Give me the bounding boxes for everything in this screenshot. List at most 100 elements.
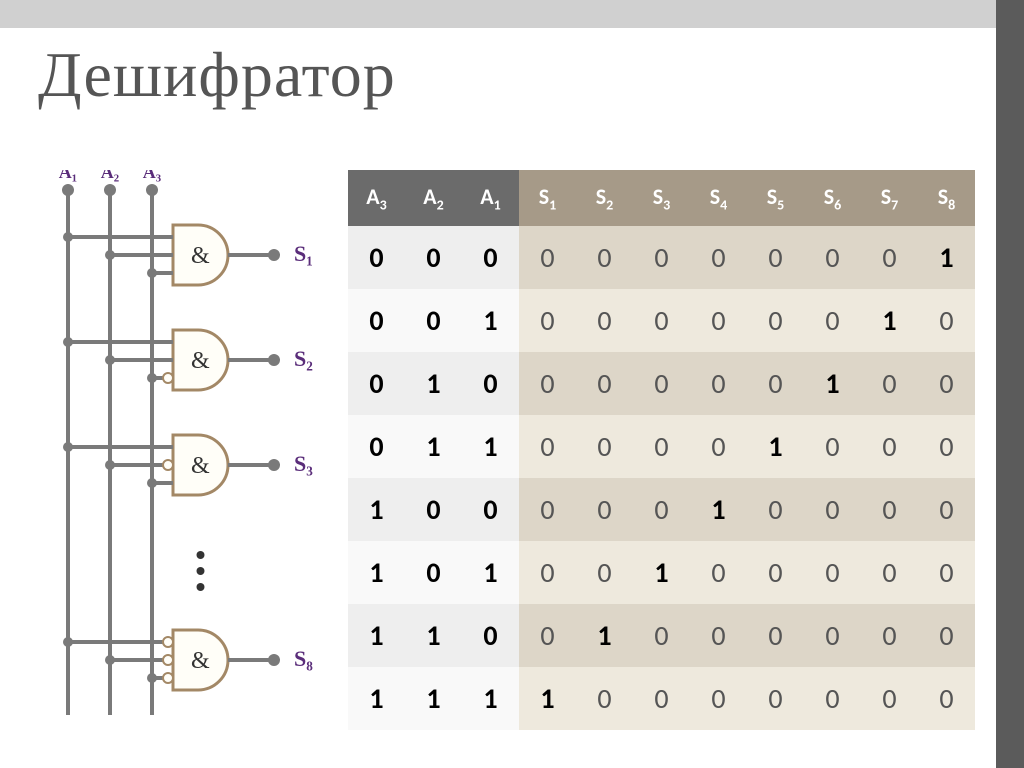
- cell-input: 1: [462, 667, 519, 730]
- cell-output: 0: [633, 226, 690, 289]
- cell-input: 1: [405, 415, 462, 478]
- cell-output: 1: [918, 226, 975, 289]
- slide: Дешифратор A₁A₂A₃&S₁&S₂&S₃&S₈ A3A2A1S1S2…: [0, 0, 1024, 768]
- header-a: A1: [462, 170, 519, 226]
- cell-output: 0: [576, 541, 633, 604]
- cell-output: 0: [747, 667, 804, 730]
- cell-output: 0: [861, 667, 918, 730]
- cell-input: 1: [348, 604, 405, 667]
- cell-output: 0: [747, 289, 804, 352]
- svg-text:&: &: [191, 648, 210, 674]
- cell-output: 0: [747, 352, 804, 415]
- cell-output: 0: [861, 352, 918, 415]
- svg-text:S₁: S₁: [294, 241, 313, 266]
- table-row: 00000000001: [348, 226, 975, 289]
- table-row: 11001000000: [348, 604, 975, 667]
- header-s: S3: [633, 170, 690, 226]
- cell-output: 0: [576, 415, 633, 478]
- cell-output: 0: [576, 667, 633, 730]
- table-row: 10000010000: [348, 478, 975, 541]
- cell-output: 0: [690, 667, 747, 730]
- cell-output: 0: [576, 226, 633, 289]
- cell-output: 0: [576, 478, 633, 541]
- cell-output: 0: [519, 415, 576, 478]
- cell-output: 0: [690, 415, 747, 478]
- header-s: S8: [918, 170, 975, 226]
- cell-output: 0: [804, 226, 861, 289]
- cell-output: 0: [861, 541, 918, 604]
- header-a: A3: [348, 170, 405, 226]
- cell-output: 1: [519, 667, 576, 730]
- cell-input: 1: [348, 541, 405, 604]
- cell-output: 0: [861, 415, 918, 478]
- cell-output: 0: [633, 604, 690, 667]
- cell-output: 0: [519, 541, 576, 604]
- cell-output: 0: [633, 289, 690, 352]
- svg-text:S₃: S₃: [294, 451, 313, 476]
- right-band: [996, 0, 1024, 768]
- cell-output: 0: [918, 667, 975, 730]
- cell-output: 0: [519, 352, 576, 415]
- cell-output: 0: [519, 478, 576, 541]
- header-s: S2: [576, 170, 633, 226]
- cell-output: 0: [918, 604, 975, 667]
- cell-output: 0: [690, 352, 747, 415]
- cell-output: 0: [804, 667, 861, 730]
- cell-output: 1: [804, 352, 861, 415]
- cell-output: 0: [519, 226, 576, 289]
- table-row: 11110000000: [348, 667, 975, 730]
- truth-table: A3A2A1S1S2S3S4S5S6S7S8000000000010010000…: [348, 170, 975, 730]
- cell-output: 0: [747, 604, 804, 667]
- cell-output: 0: [804, 415, 861, 478]
- cell-output: 0: [690, 226, 747, 289]
- cell-output: 0: [747, 478, 804, 541]
- cell-input: 1: [405, 604, 462, 667]
- cell-input: 1: [405, 667, 462, 730]
- cell-input: 1: [348, 667, 405, 730]
- cell-output: 0: [861, 604, 918, 667]
- cell-output: 0: [804, 604, 861, 667]
- cell-output: 0: [918, 478, 975, 541]
- svg-text:&: &: [191, 453, 210, 479]
- cell-output: 0: [633, 667, 690, 730]
- cell-output: 0: [633, 478, 690, 541]
- cell-output: 0: [861, 478, 918, 541]
- cell-input: 1: [462, 415, 519, 478]
- header-s: S6: [804, 170, 861, 226]
- cell-input: 0: [405, 289, 462, 352]
- cell-output: 0: [918, 541, 975, 604]
- svg-text:S₈: S₈: [294, 646, 313, 671]
- content-area: A₁A₂A₃&S₁&S₂&S₃&S₈ A3A2A1S1S2S3S4S5S6S7S…: [38, 170, 975, 730]
- table-row: 00100000010: [348, 289, 975, 352]
- page-title: Дешифратор: [38, 38, 396, 112]
- cell-output: 0: [633, 415, 690, 478]
- header-s: S1: [519, 170, 576, 226]
- cell-output: 0: [918, 352, 975, 415]
- cell-output: 0: [747, 226, 804, 289]
- svg-text:A₂: A₂: [101, 170, 119, 182]
- cell-input: 0: [462, 478, 519, 541]
- svg-text:A₁: A₁: [59, 170, 77, 182]
- header-s: S5: [747, 170, 804, 226]
- cell-output: 0: [918, 289, 975, 352]
- cell-input: 1: [405, 352, 462, 415]
- cell-output: 0: [747, 541, 804, 604]
- svg-text:&: &: [191, 348, 210, 374]
- cell-output: 0: [861, 226, 918, 289]
- cell-input: 0: [405, 478, 462, 541]
- cell-input: 1: [348, 478, 405, 541]
- table-row: 10100100000: [348, 541, 975, 604]
- cell-output: 1: [861, 289, 918, 352]
- circuit-diagram: A₁A₂A₃&S₁&S₂&S₃&S₈: [38, 170, 318, 730]
- cell-input: 0: [348, 226, 405, 289]
- svg-text:A₃: A₃: [143, 170, 162, 182]
- cell-input: 0: [462, 226, 519, 289]
- top-band: [0, 0, 1024, 28]
- cell-input: 0: [462, 352, 519, 415]
- cell-input: 0: [462, 604, 519, 667]
- cell-output: 0: [576, 352, 633, 415]
- cell-output: 1: [747, 415, 804, 478]
- cell-output: 0: [804, 289, 861, 352]
- cell-output: 0: [690, 289, 747, 352]
- table-row: 01000000100: [348, 352, 975, 415]
